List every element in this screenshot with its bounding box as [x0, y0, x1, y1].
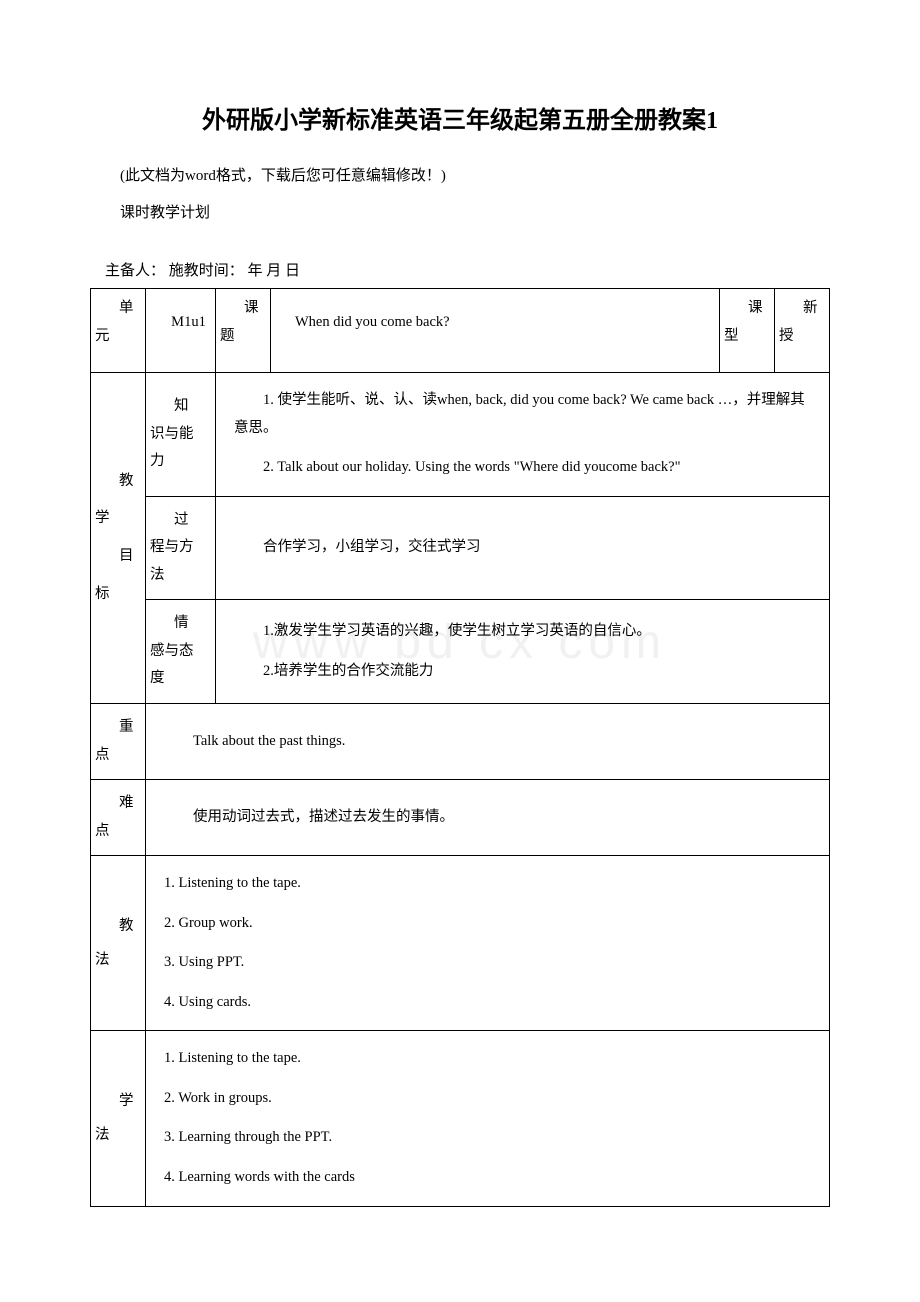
- page-title: 外研版小学新标准英语三年级起第五册全册教案1: [90, 100, 830, 135]
- type-value-cell: 新 授: [775, 289, 830, 373]
- keypoint-content-cell: Talk about the past things.: [146, 704, 830, 780]
- difficulty-label-cell: 难 点: [91, 780, 146, 856]
- learning-method-content-cell: 1. Listening to the tape. 2. Work in gro…: [146, 1031, 830, 1206]
- unit-value-cell: M1u1: [146, 289, 216, 373]
- emotion-content-cell: 1.激发学生学习英语的兴趣，使学生树立学习英语的自信心。 2.培养学生的合作交流…: [216, 600, 830, 704]
- type-label-cell: 课 型: [720, 289, 775, 373]
- lesson-plan-table: 单 元 M1u1 课 题 When did you come back? 课 型…: [90, 288, 830, 1207]
- knowledge-label-cell: 知 识与能 力: [146, 373, 216, 497]
- process-content-cell: 合作学习，小组学习，交往式学习: [216, 496, 830, 600]
- plan-label: 课时教学计划: [90, 200, 830, 227]
- doc-note: (此文档为word格式，下载后您可任意编辑修改！): [90, 163, 830, 190]
- teaching-method-row: 教 法 1. Listening to the tape. 2. Group w…: [91, 856, 830, 1031]
- learning-method-row: 学 法 1. Listening to the tape. 2. Work in…: [91, 1031, 830, 1206]
- objectives-label-cell: 教 学 目 标: [91, 373, 146, 704]
- teaching-method-content-cell: 1. Listening to the tape. 2. Group work.…: [146, 856, 830, 1031]
- process-label-cell: 过 程与方 法: [146, 496, 216, 600]
- difficulty-content-cell: 使用动词过去式，描述过去发生的事情。: [146, 780, 830, 856]
- unit-label-cell: 单 元: [91, 289, 146, 373]
- difficulty-row: 难 点 使用动词过去式，描述过去发生的事情。: [91, 780, 830, 856]
- emotion-row: 情 感与态 度 1.激发学生学习英语的兴趣，使学生树立学习英语的自信心。 2.培…: [91, 600, 830, 704]
- keypoint-label-cell: 重 点: [91, 704, 146, 780]
- emotion-label-cell: 情 感与态 度: [146, 600, 216, 704]
- learning-method-label-cell: 学 法: [91, 1031, 146, 1206]
- meta-info: 主备人： 施教时间： 年 月 日: [90, 259, 830, 280]
- teaching-method-label-cell: 教 法: [91, 856, 146, 1031]
- table-header-row: 单 元 M1u1 课 题 When did you come back? 课 型…: [91, 289, 830, 373]
- lesson-value-cell: When did you come back?: [271, 289, 720, 373]
- keypoint-row: 重 点 Talk about the past things.: [91, 704, 830, 780]
- process-row: 过 程与方 法 合作学习，小组学习，交往式学习: [91, 496, 830, 600]
- knowledge-content-cell: 1. 使学生能听、说、认、读when, back, did you come b…: [216, 373, 830, 497]
- knowledge-row: 教 学 目 标 知 识与能 力 1. 使学生能听、说、认、读when, back…: [91, 373, 830, 497]
- lesson-label-cell: 课 题: [216, 289, 271, 373]
